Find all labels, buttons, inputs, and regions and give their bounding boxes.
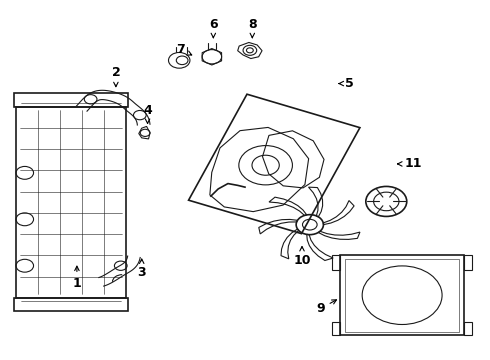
Text: 2: 2 <box>112 66 120 87</box>
Bar <box>332 255 340 270</box>
Bar <box>345 258 460 332</box>
Bar <box>464 322 472 336</box>
Bar <box>464 255 472 270</box>
Text: 8: 8 <box>248 18 257 38</box>
Text: 10: 10 <box>293 247 311 267</box>
Bar <box>14 298 128 311</box>
Text: 3: 3 <box>137 259 146 279</box>
Text: 11: 11 <box>397 157 422 170</box>
Bar <box>16 107 125 298</box>
Text: 6: 6 <box>209 18 218 38</box>
Bar <box>340 255 464 336</box>
Text: 7: 7 <box>176 43 192 56</box>
Text: 5: 5 <box>339 77 354 90</box>
Text: 9: 9 <box>316 300 337 315</box>
Bar <box>332 322 340 336</box>
Text: 4: 4 <box>143 104 152 123</box>
Text: 1: 1 <box>73 266 81 290</box>
Bar <box>14 93 128 107</box>
